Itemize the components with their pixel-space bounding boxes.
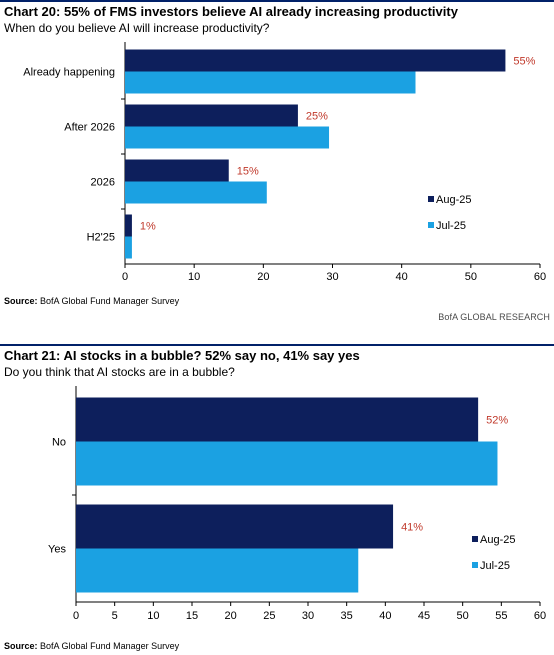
x-tick-label: 40 bbox=[396, 271, 408, 283]
x-tick-label: 20 bbox=[225, 610, 237, 622]
category-label: Yes bbox=[48, 544, 66, 556]
bar-jul-25 bbox=[125, 126, 330, 149]
x-tick-label: 55 bbox=[495, 610, 507, 622]
bar-jul-25 bbox=[125, 71, 416, 94]
category-label: H2'25 bbox=[87, 232, 115, 244]
chart-20-source: Source: BofA Global Fund Manager Survey bbox=[4, 296, 179, 306]
chart-21-source-label: Source: bbox=[4, 641, 38, 651]
chart-20-top-rule bbox=[0, 0, 554, 2]
data-label: 55% bbox=[513, 56, 535, 68]
chart-20-source-text: BofA Global Fund Manager Survey bbox=[40, 296, 180, 306]
x-tick-label: 30 bbox=[302, 610, 314, 622]
category-label: After 2026 bbox=[64, 122, 115, 134]
chart-21-subtitle: Do you think that AI stocks are in a bub… bbox=[4, 365, 235, 379]
legend-swatch-aug-25 bbox=[428, 196, 434, 202]
chart-21-panel: Chart 21: AI stocks in a bubble? 52% say… bbox=[0, 344, 554, 655]
x-tick-label: 0 bbox=[122, 271, 128, 283]
bar-jul-25 bbox=[125, 181, 267, 204]
category-label: Already happening bbox=[23, 67, 115, 79]
x-tick-label: 50 bbox=[457, 610, 469, 622]
data-label: 52% bbox=[486, 415, 508, 427]
bar-jul-25 bbox=[76, 441, 498, 486]
chart-20-source-label: Source: bbox=[4, 296, 38, 306]
chart-20-panel: Chart 20: 55% of FMS investors believe A… bbox=[0, 0, 554, 325]
category-label: 2026 bbox=[91, 177, 115, 189]
x-tick-label: 60 bbox=[534, 271, 546, 283]
x-tick-label: 35 bbox=[341, 610, 353, 622]
x-tick-label: 10 bbox=[188, 271, 200, 283]
bar-aug-25 bbox=[125, 104, 298, 127]
chart-21-plot: No 52% Yes 41% 0 5 10 15 20 25 30 35 40 45 50 55 60 Aug-2… bbox=[48, 386, 546, 622]
x-tick-label: 15 bbox=[186, 610, 198, 622]
bar-aug-25 bbox=[125, 214, 132, 237]
legend-swatch-jul-25 bbox=[472, 562, 478, 568]
x-tick-label: 20 bbox=[257, 271, 269, 283]
data-label: 15% bbox=[237, 166, 259, 178]
chart-20-plot: Already happening 55% After 2026 25% 2026 15%… bbox=[23, 42, 546, 283]
chart-21-source-text: BofA Global Fund Manager Survey bbox=[40, 641, 180, 651]
x-tick-label: 45 bbox=[418, 610, 430, 622]
x-tick-label: 30 bbox=[326, 271, 338, 283]
legend-swatch-jul-25 bbox=[428, 222, 434, 228]
data-label: 41% bbox=[401, 522, 423, 534]
data-label: 25% bbox=[306, 111, 328, 123]
x-tick-label: 40 bbox=[379, 610, 391, 622]
chart-21-top-rule bbox=[0, 344, 554, 346]
x-tick-label: 5 bbox=[112, 610, 118, 622]
chart-21-title: Chart 21: AI stocks in a bubble? 52% say… bbox=[4, 348, 360, 363]
chart-20-subtitle: When do you believe AI will increase pro… bbox=[4, 21, 270, 35]
bar-jul-25 bbox=[125, 236, 132, 259]
x-tick-label: 60 bbox=[534, 610, 546, 622]
bar-aug-25 bbox=[76, 504, 394, 549]
x-tick-label: 0 bbox=[73, 610, 79, 622]
brand-footer: BofA GLOBAL RESEARCH bbox=[438, 312, 550, 322]
bar-aug-25 bbox=[76, 397, 479, 442]
legend-swatch-aug-25 bbox=[472, 536, 478, 542]
x-tick-label: 50 bbox=[465, 271, 477, 283]
chart-20-title: Chart 20: 55% of FMS investors believe A… bbox=[4, 4, 458, 19]
category-label: No bbox=[52, 437, 66, 449]
legend-label-aug-25: Aug-25 bbox=[436, 194, 471, 206]
chart-21-source: Source: BofA Global Fund Manager Survey bbox=[4, 641, 179, 651]
bar-aug-25 bbox=[125, 49, 506, 72]
bar-jul-25 bbox=[76, 548, 359, 593]
x-tick-label: 25 bbox=[263, 610, 275, 622]
legend-label-jul-25: Jul-25 bbox=[436, 220, 466, 232]
bar-aug-25 bbox=[125, 159, 229, 182]
legend-label-jul-25: Jul-25 bbox=[480, 560, 510, 572]
data-label: 1% bbox=[140, 221, 156, 233]
legend-label-aug-25: Aug-25 bbox=[480, 534, 515, 546]
x-tick-label: 10 bbox=[147, 610, 159, 622]
